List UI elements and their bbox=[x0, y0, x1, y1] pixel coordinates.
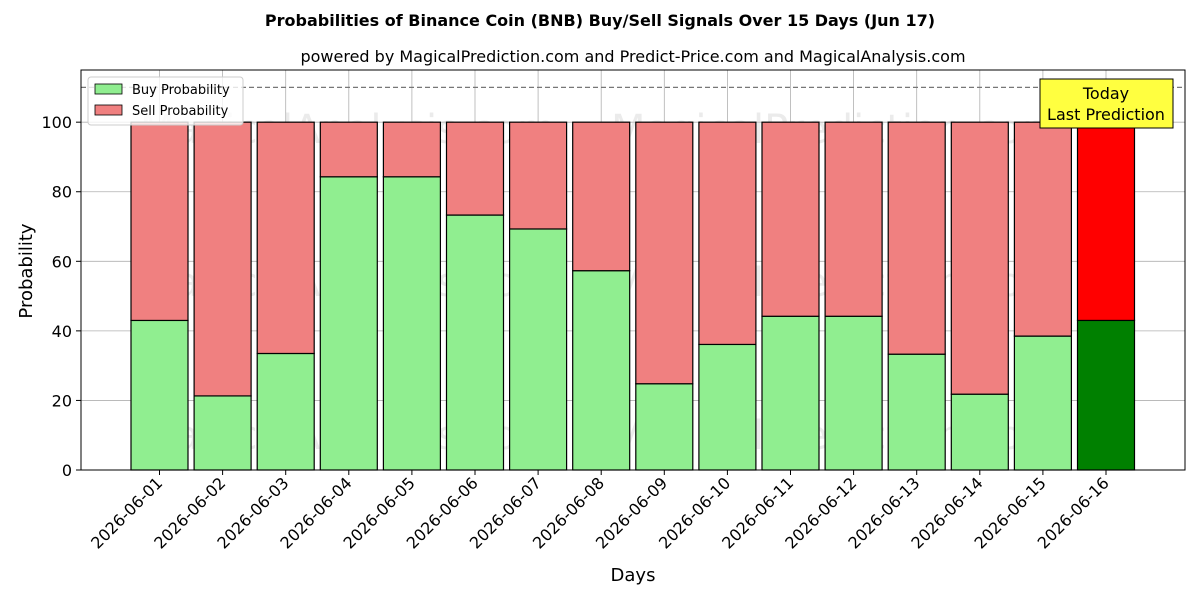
bar-sell bbox=[445, 121, 505, 216]
bar-buy bbox=[887, 353, 946, 471]
chart-title: Probabilities of Binance Coin (BNB) Buy/… bbox=[265, 11, 935, 30]
bar-sell bbox=[887, 121, 946, 355]
legend-label-buy: Buy Probability bbox=[132, 83, 230, 98]
bar-sell bbox=[130, 121, 189, 322]
legend: Buy Probability Sell Probability bbox=[87, 76, 244, 126]
y-tick-label: 60 bbox=[52, 252, 72, 271]
bar-sell bbox=[824, 121, 883, 317]
legend-swatch-sell bbox=[94, 104, 123, 116]
annotation-line1: Today bbox=[1082, 84, 1129, 103]
legend-swatch-buy bbox=[94, 83, 123, 95]
bars-layer bbox=[130, 121, 1136, 471]
bar-buy bbox=[445, 214, 505, 471]
bar-buy bbox=[635, 383, 694, 471]
bar-sell bbox=[1013, 121, 1073, 337]
bar-buy bbox=[824, 315, 883, 471]
legend-box bbox=[87, 76, 244, 126]
bar-sell bbox=[950, 121, 1009, 395]
y-tick-label: 100 bbox=[41, 113, 72, 132]
bar-buy bbox=[382, 176, 441, 471]
y-axis-label: Probability bbox=[16, 223, 37, 318]
plot-frame bbox=[80, 69, 1186, 471]
bar-sell bbox=[382, 121, 441, 178]
annotation-box bbox=[1039, 78, 1174, 129]
legend-label-sell: Sell Probability bbox=[132, 104, 229, 119]
bar-sell bbox=[698, 121, 757, 346]
bar-buy bbox=[509, 228, 568, 471]
bar-buy bbox=[698, 343, 757, 471]
x-axis-label: Days bbox=[611, 565, 656, 586]
bar-buy bbox=[256, 352, 315, 471]
bar-sell bbox=[1076, 121, 1136, 322]
bar-sell bbox=[319, 121, 378, 178]
bar-buy bbox=[572, 270, 631, 471]
y-tick-label: 80 bbox=[52, 183, 72, 202]
bar-sell bbox=[572, 121, 631, 272]
today-annotation: Today Last Prediction bbox=[1039, 78, 1174, 129]
chart-subtitle: powered by MagicalPrediction.com and Pre… bbox=[300, 47, 965, 66]
bar-buy bbox=[950, 393, 1009, 471]
bar-buy bbox=[130, 319, 189, 471]
bar-sell bbox=[193, 121, 252, 397]
bar-sell bbox=[761, 121, 820, 317]
bar-buy bbox=[319, 176, 378, 471]
bar-buy bbox=[193, 395, 252, 471]
bar-sell bbox=[635, 121, 694, 385]
bar-sell bbox=[256, 121, 315, 355]
y-tick-label: 40 bbox=[52, 322, 72, 341]
bar-buy bbox=[1076, 319, 1136, 471]
annotation-line2: Last Prediction bbox=[1047, 105, 1165, 124]
bar-buy bbox=[1013, 335, 1073, 471]
y-tick-label: 20 bbox=[52, 391, 72, 410]
bar-sell bbox=[509, 121, 568, 230]
bar-buy bbox=[761, 315, 820, 471]
y-tick-label: 0 bbox=[62, 461, 72, 480]
